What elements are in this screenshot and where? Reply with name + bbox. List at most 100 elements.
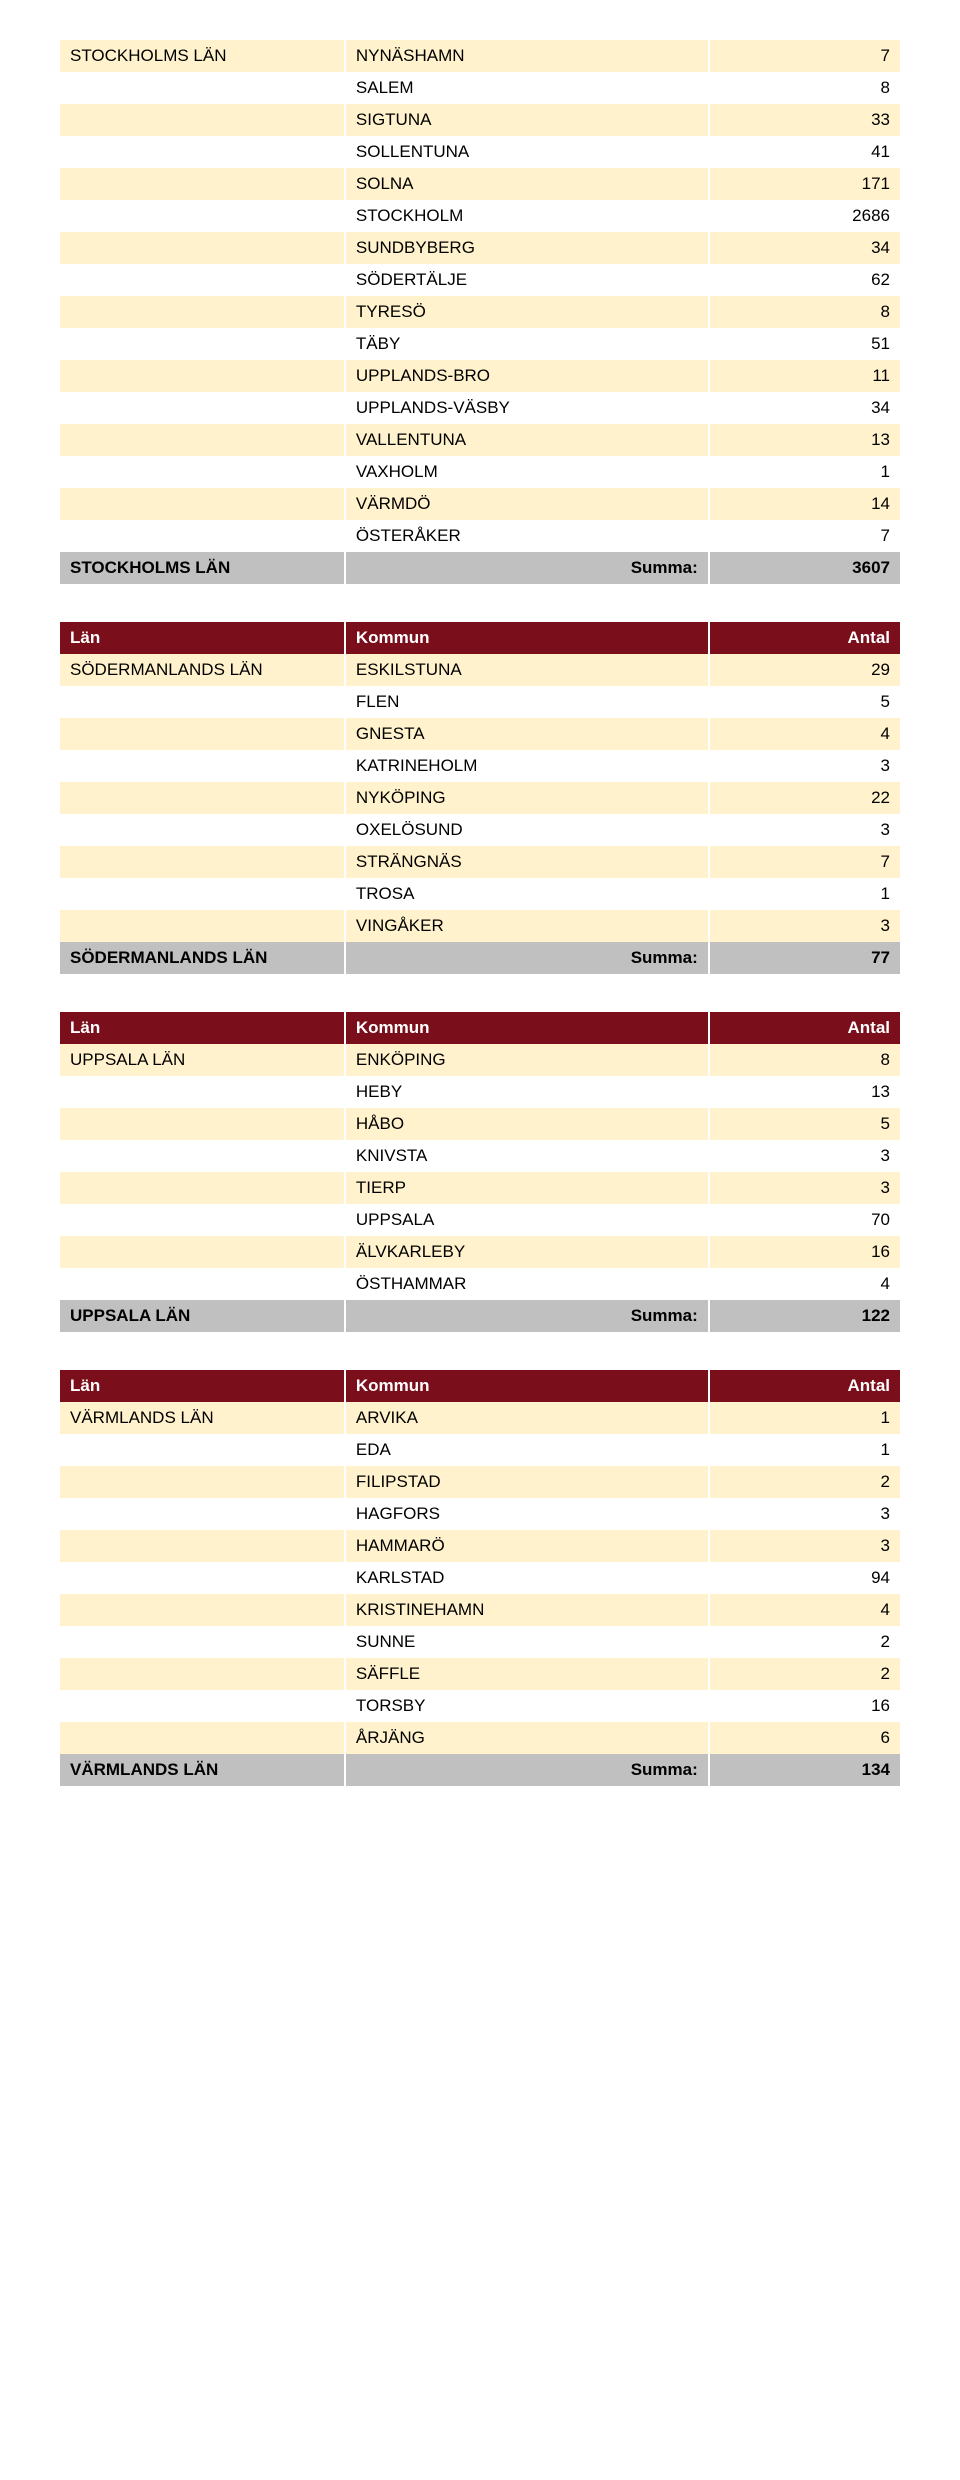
header-lan: Län <box>60 1370 345 1402</box>
cell-kommun: SIGTUNA <box>345 104 709 136</box>
summary-total: 122 <box>709 1300 900 1332</box>
table-row: SUNNE2 <box>60 1626 900 1658</box>
table-row: SÄFFLE2 <box>60 1658 900 1690</box>
table-row: SUNDBYBERG34 <box>60 232 900 264</box>
data-table: STOCKHOLMS LÄNNYNÄSHAMN7SALEM8SIGTUNA33S… <box>60 40 900 584</box>
table-row: HÅBO5 <box>60 1108 900 1140</box>
cell-lan: SÖDERMANLANDS LÄN <box>60 654 345 686</box>
cell-antal: 62 <box>709 264 900 296</box>
summary-label: Summa: <box>345 942 709 974</box>
table-row: VÄRMLANDS LÄNARVIKA1 <box>60 1402 900 1434</box>
header-lan: Län <box>60 622 345 654</box>
cell-antal: 29 <box>709 654 900 686</box>
table-header-row: LänKommunAntal <box>60 622 900 654</box>
cell-kommun: SOLLENTUNA <box>345 136 709 168</box>
summary-total: 134 <box>709 1754 900 1786</box>
cell-kommun: TYRESÖ <box>345 296 709 328</box>
cell-lan <box>60 1076 345 1108</box>
cell-lan <box>60 72 345 104</box>
summary-lan: VÄRMLANDS LÄN <box>60 1754 345 1786</box>
table-row: OXELÖSUND3 <box>60 814 900 846</box>
table-row: SÖDERMANLANDS LÄNESKILSTUNA29 <box>60 654 900 686</box>
cell-kommun: SUNNE <box>345 1626 709 1658</box>
cell-lan <box>60 814 345 846</box>
page-root: STOCKHOLMS LÄNNYNÄSHAMN7SALEM8SIGTUNA33S… <box>0 0 960 1826</box>
summary-total: 77 <box>709 942 900 974</box>
cell-lan <box>60 488 345 520</box>
cell-antal: 70 <box>709 1204 900 1236</box>
cell-antal: 8 <box>709 1044 900 1076</box>
table-row: SOLNA171 <box>60 168 900 200</box>
cell-lan <box>60 1434 345 1466</box>
cell-antal: 7 <box>709 520 900 552</box>
cell-kommun: STRÄNGNÄS <box>345 846 709 878</box>
cell-antal: 3 <box>709 1530 900 1562</box>
header-antal: Antal <box>709 622 900 654</box>
block-gap <box>60 974 900 1012</box>
cell-kommun: SALEM <box>345 72 709 104</box>
table-row: ÄLVKARLEBY16 <box>60 1236 900 1268</box>
cell-antal: 3 <box>709 814 900 846</box>
cell-antal: 3 <box>709 1498 900 1530</box>
cell-lan <box>60 392 345 424</box>
table-row: TIERP3 <box>60 1172 900 1204</box>
cell-antal: 3 <box>709 1172 900 1204</box>
cell-lan <box>60 264 345 296</box>
header-antal: Antal <box>709 1370 900 1402</box>
cell-lan <box>60 104 345 136</box>
table-row: VALLENTUNA13 <box>60 424 900 456</box>
header-kommun: Kommun <box>345 1012 709 1044</box>
cell-lan <box>60 686 345 718</box>
header-kommun: Kommun <box>345 1370 709 1402</box>
cell-lan <box>60 1690 345 1722</box>
header-lan: Län <box>60 1012 345 1044</box>
table-row: UPPSALA70 <box>60 1204 900 1236</box>
cell-kommun: OXELÖSUND <box>345 814 709 846</box>
cell-kommun: TÄBY <box>345 328 709 360</box>
cell-kommun: ÖSTERÅKER <box>345 520 709 552</box>
cell-antal: 11 <box>709 360 900 392</box>
cell-antal: 8 <box>709 72 900 104</box>
cell-lan <box>60 136 345 168</box>
summary-lan: STOCKHOLMS LÄN <box>60 552 345 584</box>
cell-antal: 1 <box>709 878 900 910</box>
header-antal: Antal <box>709 1012 900 1044</box>
table-row: STOCKHOLMS LÄNNYNÄSHAMN7 <box>60 40 900 72</box>
cell-kommun: TIERP <box>345 1172 709 1204</box>
cell-lan: UPPSALA LÄN <box>60 1044 345 1076</box>
header-kommun: Kommun <box>345 622 709 654</box>
summary-label: Summa: <box>345 552 709 584</box>
cell-kommun: UPPLANDS-VÄSBY <box>345 392 709 424</box>
table-row: ÅRJÄNG6 <box>60 1722 900 1754</box>
table-row: HAMMARÖ3 <box>60 1530 900 1562</box>
cell-antal: 13 <box>709 424 900 456</box>
cell-antal: 7 <box>709 846 900 878</box>
cell-kommun: HAMMARÖ <box>345 1530 709 1562</box>
table-header-row: LänKommunAntal <box>60 1012 900 1044</box>
table-row: STOCKHOLM2686 <box>60 200 900 232</box>
cell-kommun: STOCKHOLM <box>345 200 709 232</box>
cell-kommun: HEBY <box>345 1076 709 1108</box>
cell-antal: 14 <box>709 488 900 520</box>
cell-antal: 1 <box>709 1402 900 1434</box>
cell-kommun: ÄLVKARLEBY <box>345 1236 709 1268</box>
cell-antal: 4 <box>709 1594 900 1626</box>
cell-lan <box>60 1626 345 1658</box>
cell-antal: 8 <box>709 296 900 328</box>
cell-kommun: ENKÖPING <box>345 1044 709 1076</box>
cell-lan <box>60 1172 345 1204</box>
cell-antal: 1 <box>709 456 900 488</box>
cell-kommun: VAXHOLM <box>345 456 709 488</box>
cell-lan <box>60 1722 345 1754</box>
cell-antal: 1 <box>709 1434 900 1466</box>
cell-lan <box>60 1268 345 1300</box>
cell-antal: 171 <box>709 168 900 200</box>
cell-lan <box>60 878 345 910</box>
cell-antal: 16 <box>709 1236 900 1268</box>
table-row: NYKÖPING22 <box>60 782 900 814</box>
cell-lan <box>60 782 345 814</box>
cell-lan <box>60 750 345 782</box>
cell-antal: 2 <box>709 1626 900 1658</box>
cell-kommun: ARVIKA <box>345 1402 709 1434</box>
cell-kommun: TROSA <box>345 878 709 910</box>
